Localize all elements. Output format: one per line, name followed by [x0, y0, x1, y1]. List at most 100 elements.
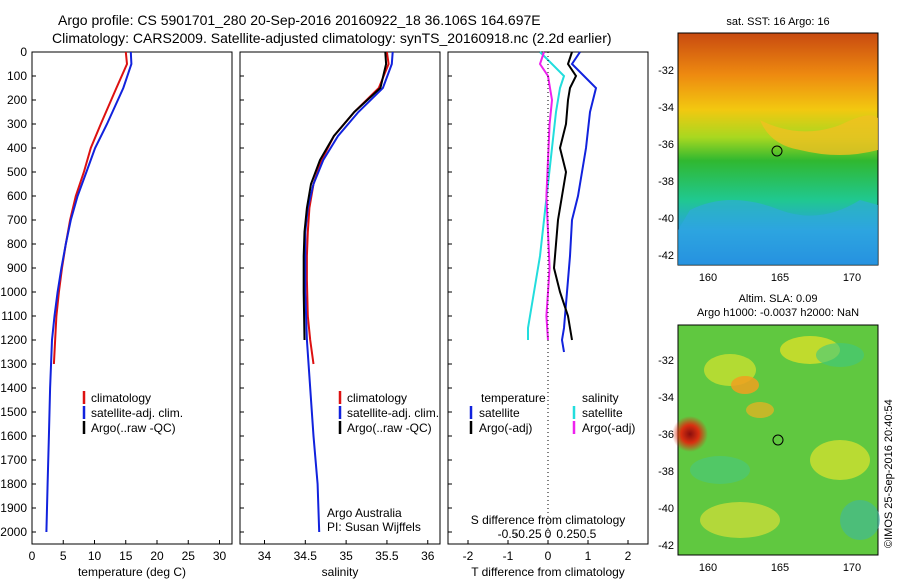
x-tick-label: 36 — [421, 549, 435, 563]
legend-argo-label: Argo(..raw -QC) — [91, 421, 176, 435]
x-tick-label: 35 — [339, 549, 353, 563]
depth-tick-label: 1000 — [0, 285, 27, 299]
series-temperature-argo-adj — [552, 51, 578, 341]
sla-map-title1: Altim. SLA: 0.09 — [739, 293, 818, 305]
temperature-panel — [31, 51, 233, 545]
legend-difference: temperature salinity satellite Argo(-adj… — [469, 391, 635, 435]
legend-salinity: climatology satellite-adj. clim. Argo(..… — [338, 391, 439, 435]
depth-tick-label: 1300 — [0, 357, 27, 371]
map-lat-label: -32 — [658, 65, 674, 77]
tick-marks — [32, 51, 452, 533]
x-tick-label: 10 — [88, 549, 102, 563]
map-lat-label: -36 — [658, 429, 674, 441]
sst-warm-tongue — [760, 115, 878, 155]
depth-tick-label: 900 — [7, 261, 27, 275]
map-lon-label: 170 — [843, 562, 861, 574]
temperature-xlabel: temperature (deg C) — [78, 565, 186, 579]
map-lon-label: 165 — [771, 272, 789, 284]
depth-tick-label: 400 — [7, 141, 27, 155]
legend-climatology-label: climatology — [91, 391, 151, 405]
salinity-xlabel: salinity — [322, 565, 359, 579]
x2-tick-label: -0.5 — [498, 527, 519, 541]
salinity-panel — [239, 51, 441, 545]
x2-tick-label: 0.5 — [580, 527, 597, 541]
x-tick-label: -2 — [463, 549, 474, 563]
map-lat-label: -38 — [658, 176, 674, 188]
sst-map — [677, 32, 879, 266]
depth-tick-label: 0 — [20, 45, 27, 59]
map-lon-label: 160 — [699, 272, 717, 284]
legend3-temperature-heading: temperature — [481, 391, 546, 405]
sst-map-title: sat. SST: 16 Argo: 16 — [726, 16, 829, 28]
depth-axis: 0 100 200 300 400 500 600 700 800 900 1000 1100 1200… — [0, 45, 27, 539]
header-line2: Climatology: CARS2009. Satellite-adjuste… — [52, 30, 612, 46]
sla-yellow-patch — [700, 502, 780, 538]
series-argo-raw-qc — [302, 51, 388, 341]
x-tick-label: 0 — [545, 549, 552, 563]
depth-tick-label: 500 — [7, 165, 27, 179]
x-tick-label: 20 — [150, 549, 164, 563]
depth-tick-label: 1200 — [0, 333, 27, 347]
map-lon-label: 160 — [699, 562, 717, 574]
series-satellite-adj-clim — [45, 51, 133, 533]
depth-tick-label: 1600 — [0, 429, 27, 443]
t-difference-xlabel: T difference from climatology — [471, 565, 625, 579]
depth-tick-label: 1100 — [1, 309, 27, 323]
temperature-curves — [45, 51, 133, 533]
x-tick-label: 2 — [625, 549, 632, 563]
sst-cool-patch — [678, 200, 878, 265]
map-lat-label: -32 — [658, 355, 674, 367]
depth-tick-label: 2000 — [0, 525, 27, 539]
map-lat-label: -38 — [658, 466, 674, 478]
s-difference-xlabel: S difference from climatology — [471, 513, 626, 527]
legend3-s-sat-label: satellite — [582, 406, 623, 420]
sst-argo-marker — [771, 145, 783, 157]
note-line2: PI: Susan Wijffels — [327, 520, 421, 534]
sla-map-ticks: -32 -34 -36 -38 -40 -42 160 165 170 — [658, 355, 861, 574]
map-lat-label: -36 — [658, 139, 674, 151]
sla-cyan-patch — [840, 500, 880, 540]
x-tick-label: 30 — [213, 549, 227, 563]
legend2-argo-label: Argo(..raw -QC) — [347, 421, 432, 435]
legend-satellite-label: satellite-adj. clim. — [91, 406, 183, 420]
sla-map-title2: Argo h1000: -0.0037 h2000: NaN — [697, 307, 859, 319]
map-lat-label: -42 — [658, 250, 674, 262]
legend3-t-sat-label: satellite — [479, 406, 520, 420]
map-lat-label: -40 — [658, 213, 674, 225]
depth-tick-label: 1700 — [0, 453, 27, 467]
legend3-t-argo-label: Argo(-adj) — [479, 421, 532, 435]
sla-cyan-patch — [816, 343, 864, 367]
x-tick-label: 0 — [29, 549, 36, 563]
depth-tick-label: 800 — [7, 237, 27, 251]
sla-map — [672, 324, 880, 556]
sla-argo-marker — [772, 434, 784, 446]
map-lon-label: 165 — [771, 562, 789, 574]
depth-tick-label: 200 — [7, 93, 27, 107]
x-tick-label: 34.5 — [294, 549, 318, 563]
sst-map-ticks: -32 -34 -36 -38 -40 -42 160 165 170 — [658, 65, 861, 284]
depth-tick-label: 1400 — [0, 381, 27, 395]
sla-orange-patch — [746, 402, 774, 418]
legend-temperature: climatology satellite-adj. clim. Argo(..… — [82, 391, 183, 435]
legend3-salinity-heading: salinity — [582, 391, 619, 405]
series-temperature-satellite — [560, 51, 598, 353]
legend2-satellite-label: satellite-adj. clim. — [347, 406, 439, 420]
header-line1: Argo profile: CS 5901701_280 20-Sep-2016… — [58, 12, 541, 28]
x2-tick-label: -0.25 — [514, 527, 542, 541]
x-tick-label: 34 — [258, 549, 272, 563]
x-tick-labels: 0 5 10 15 20 25 30 34 34.5 35 35.5 36 -2 -1 0 1 2 -0.5-0.… — [29, 527, 632, 563]
depth-tick-label: 600 — [7, 189, 27, 203]
map-lon-label: 170 — [843, 272, 861, 284]
x2-tick-label: 0.25 — [556, 527, 580, 541]
sla-eddy-anomaly — [672, 416, 708, 452]
x-tick-label: -1 — [503, 549, 514, 563]
salinity-curves — [302, 51, 394, 533]
credit-stamp: ©IMOS 25-Sep-2016 20:40:54 — [883, 399, 895, 548]
map-lat-label: -42 — [658, 540, 674, 552]
map-lat-label: -34 — [658, 392, 674, 404]
x2-tick-label: 0 — [545, 527, 552, 541]
x-tick-label: 25 — [182, 549, 196, 563]
sla-orange-patch — [731, 376, 759, 394]
sla-yellow-patch — [810, 440, 870, 480]
